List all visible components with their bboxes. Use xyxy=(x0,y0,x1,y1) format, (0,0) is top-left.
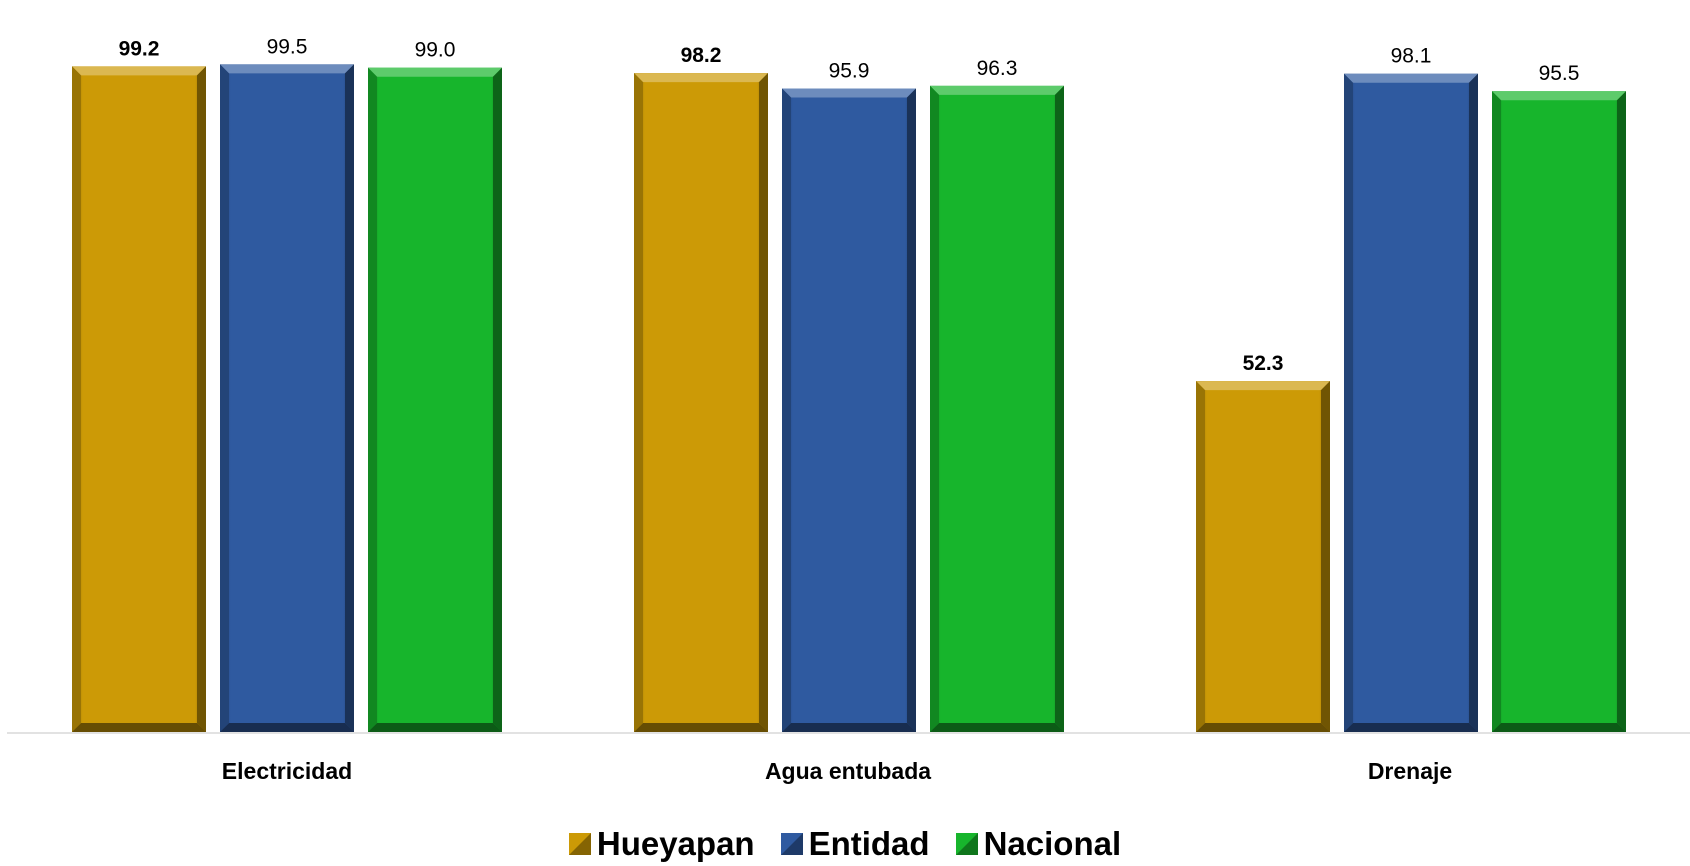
legend-swatch-entidad xyxy=(780,833,803,855)
data-label-entidad-drenaje: 98.1 xyxy=(1391,45,1432,68)
category-label-drenaje: Drenaje xyxy=(1368,758,1452,784)
legend-label-nacional: Nacional xyxy=(983,825,1122,862)
bar-nacional-agua-entubada xyxy=(930,85,1064,732)
legend-swatch-nacional xyxy=(955,833,978,855)
data-label-entidad-electricidad: 99.5 xyxy=(267,35,308,58)
bar-hueyapan-drenaje xyxy=(1196,381,1330,732)
legend-item-hueyapan[interactable]: Hueyapan xyxy=(568,825,755,863)
legend: Hueyapan Entidad Nacional xyxy=(0,822,1690,866)
legend-item-nacional[interactable]: Nacional xyxy=(955,825,1122,863)
labels-layer: 99.2 99.5 99.0 98.2 95.9 96.3 52.3 98.1 95.5 xyxy=(119,35,1580,375)
data-label-hueyapan-drenaje: 52.3 xyxy=(1243,352,1284,375)
bar-entidad-agua-entubada xyxy=(782,88,916,733)
bar-chart: 99.2 99.5 99.0 98.2 95.9 96.3 52.3 98.1 95.5 Ele… xyxy=(7,35,1690,784)
bars-layer xyxy=(72,64,1626,733)
category-label-agua-entubada: Agua entubada xyxy=(765,758,931,784)
bar-hueyapan-electricidad xyxy=(72,66,206,733)
data-label-hueyapan-agua-entubada: 98.2 xyxy=(681,44,722,67)
bar-nacional-electricidad xyxy=(368,67,502,732)
legend-item-entidad[interactable]: Entidad xyxy=(780,825,930,863)
bar-entidad-electricidad xyxy=(220,64,354,733)
legend-swatch-hueyapan xyxy=(568,833,591,855)
data-label-entidad-agua-entubada: 95.9 xyxy=(829,60,870,83)
legend-label-hueyapan: Hueyapan xyxy=(596,825,755,862)
data-label-nacional-agua-entubada: 96.3 xyxy=(977,57,1018,80)
data-label-hueyapan-electricidad: 99.2 xyxy=(119,37,160,60)
bar-nacional-drenaje xyxy=(1492,91,1626,732)
legend-label-entidad: Entidad xyxy=(808,825,930,862)
category-labels: Electricidad Agua entubada Drenaje xyxy=(222,758,1452,784)
bar-hueyapan-agua-entubada xyxy=(634,73,768,732)
bar-entidad-drenaje xyxy=(1344,73,1478,732)
data-label-nacional-electricidad: 99.0 xyxy=(415,39,456,62)
category-label-electricidad: Electricidad xyxy=(222,758,352,784)
data-label-nacional-drenaje: 95.5 xyxy=(1539,62,1580,85)
